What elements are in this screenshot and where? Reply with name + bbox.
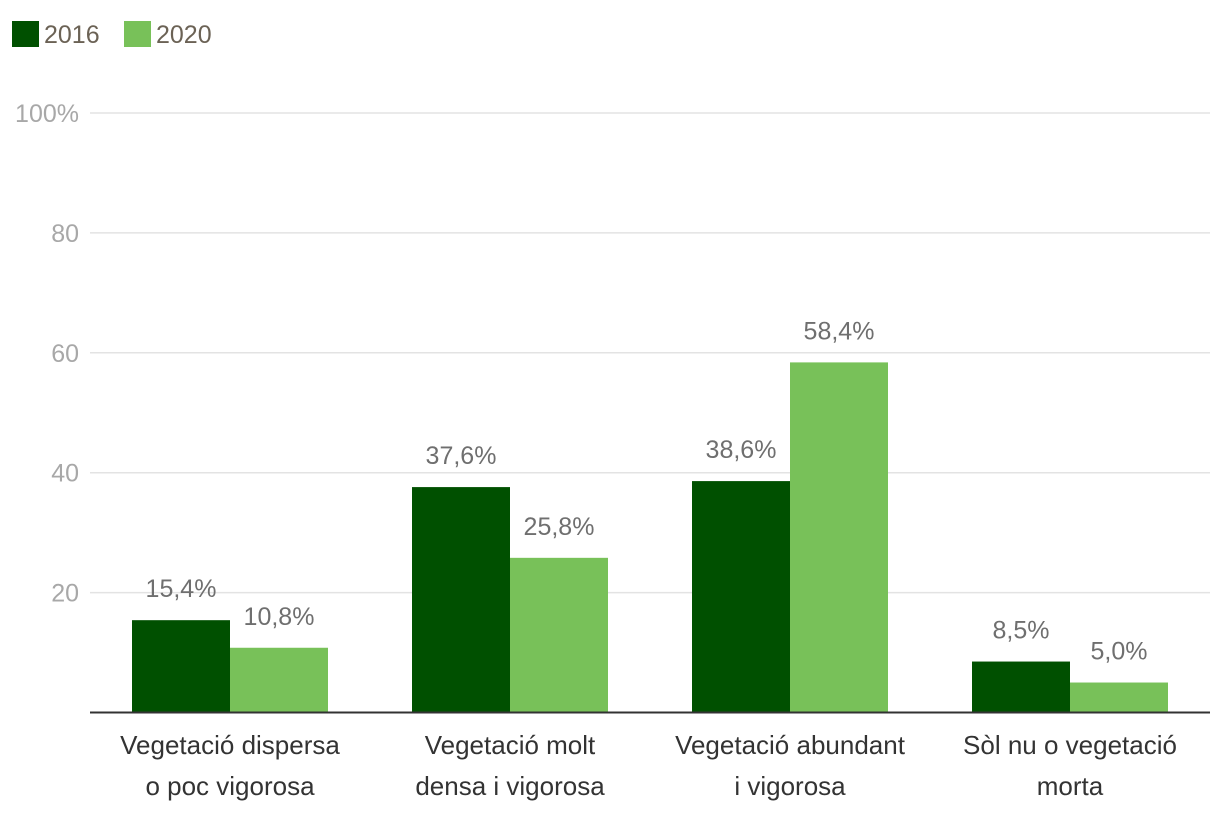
x-tick-label: Vegetació abundant i vigorosa [675,730,906,801]
bar-2020-2 [510,557,608,713]
legend-swatch-2016 [12,21,39,47]
value-label-2020-4: 5,0% [1091,638,1148,666]
bars [132,362,1168,713]
value-label-2020-1: 10,8% [244,603,315,631]
x-tick-label: Sòl nu o vegetació morta [963,730,1177,801]
value-label-2016-3: 38,6% [706,436,777,464]
y-tick-label: 60 [51,340,79,368]
bar-2016-4 [972,661,1070,713]
x-tick-label: Vegetació dispersa o poc vigorosa [120,730,340,801]
y-axis-ticks: 20 40 60 80 100% [15,100,79,608]
x-axis-ticks: Vegetació dispersa o poc vigorosa Vegetaci… [120,730,1177,801]
y-tick-label: 80 [51,220,79,248]
value-label-2020-2: 25,8% [524,513,595,541]
value-labels: 15,4% 10,8% 37,6% 25,8% 38,6% 58,4% 8,5% 5,0% [146,317,1148,665]
y-tick-label: 20 [51,580,79,608]
legend-label-2020: 2020 [156,21,212,49]
bar-2020-3 [790,362,888,713]
bar-2020-1 [230,647,328,713]
legend-swatch-2020 [124,21,151,47]
y-tick-label: 100% [15,100,79,128]
legend: 2016 2020 [12,21,212,49]
value-label-2016-2: 37,6% [426,442,497,470]
x-tick-label: Vegetació molt densa i vigorosa [415,730,605,801]
value-label-2016-4: 8,5% [993,617,1050,645]
bar-2016-2 [412,487,510,713]
gridlines [90,112,1210,594]
value-label-2016-1: 15,4% [146,575,217,603]
value-label-2020-3: 58,4% [804,317,875,345]
bar-2016-3 [692,481,790,713]
y-tick-label: 40 [51,460,79,488]
legend-label-2016: 2016 [44,21,100,49]
bar-2016-1 [132,620,230,713]
bar-2020-4 [1070,682,1168,713]
